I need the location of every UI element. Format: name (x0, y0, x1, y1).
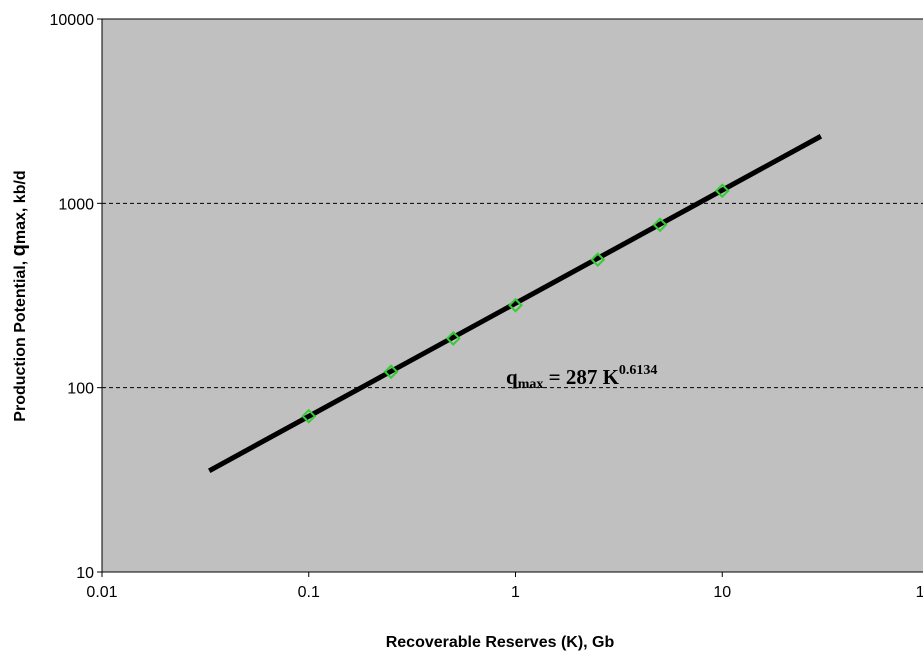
x-tick-label: 10 (713, 584, 731, 601)
x-axis-title: Recoverable Reserves (K), Gb (386, 634, 615, 651)
eq-body: = 287 K (543, 365, 619, 389)
data-points (301, 183, 730, 424)
data-point (383, 364, 399, 380)
y-axis-title-prefix: Production Potential, (12, 256, 29, 421)
x-tick-label: 0.01 (86, 584, 117, 601)
y-tick-label: 10000 (50, 12, 95, 29)
y-axis-title-subscript: max (12, 212, 29, 244)
fit-equation: qmax = 287 K0.6134 (506, 363, 657, 392)
data-point (445, 331, 461, 346)
data-point (508, 297, 523, 313)
tick-labels: 10 100 1000 10000 0.01 0.1 1 10 100 (50, 12, 923, 601)
x-tick-label: 100 (916, 584, 923, 601)
gridlines (102, 202, 923, 389)
fit-line-group (208, 134, 823, 473)
x-tick-label: 0.1 (298, 584, 320, 601)
plot-area (101, 18, 923, 573)
eq-symbol: q (506, 365, 518, 389)
y-axis-title-symbol: q (8, 244, 30, 256)
eq-subscript: max (518, 377, 544, 392)
y-tick-label: 10 (76, 565, 94, 582)
data-point (301, 408, 317, 424)
y-tick-label: 100 (67, 381, 94, 398)
eq-exponent: 0.6134 (619, 363, 658, 378)
axes (97, 18, 723, 577)
data-point (714, 183, 730, 199)
y-axis-title-suffix: , kb/d (12, 170, 29, 212)
y-tick-label: 1000 (58, 196, 94, 213)
data-point (652, 217, 668, 233)
y-axis-title: Production Potential, qmax, kb/d (8, 170, 30, 421)
x-tick-label: 1 (511, 584, 520, 601)
data-point (590, 252, 606, 268)
fit-line (208, 134, 823, 473)
